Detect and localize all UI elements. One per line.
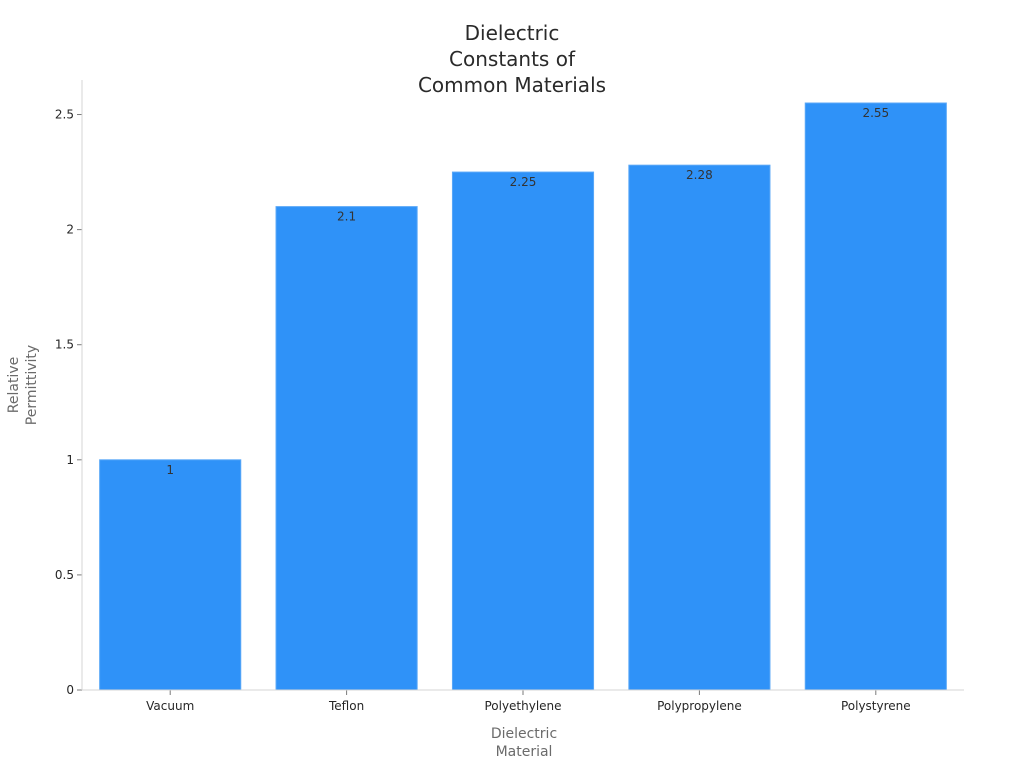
y-tick-label-0: 0: [66, 683, 74, 697]
value-label-vacuum: 1: [166, 463, 174, 477]
y-axis-label-line-2: Permittivity: [24, 345, 40, 425]
bar-teflon: [275, 206, 418, 691]
y-axis-label: Relative Permittivity: [6, 345, 40, 425]
bar-polystyrene: [804, 102, 947, 691]
bar-polyethylene: [451, 171, 595, 691]
x-tick-label-polystyrene: Polystyrene: [841, 699, 911, 713]
y-axis-ticks: 0 0.5 1 1.5 2 2.5: [55, 108, 82, 697]
value-labels: 1 2.1 2.25 2.28 2.55: [166, 106, 889, 477]
value-label-polypropylene: 2.28: [686, 168, 713, 182]
y-tick-label-4: 2: [66, 223, 74, 237]
y-tick-label-5: 2.5: [55, 108, 74, 122]
x-tick-label-polyethylene: Polyethylene: [484, 699, 561, 713]
chart-title-line-3: Common Materials: [418, 73, 606, 97]
y-tick-label-1: 0.5: [55, 568, 74, 582]
x-tick-label-vacuum: Vacuum: [146, 699, 194, 713]
chart-title-line-2: Constants of: [449, 47, 576, 71]
chart-title-line-1: Dielectric: [465, 21, 560, 45]
x-tick-label-teflon: Teflon: [328, 699, 364, 713]
bars-layer: [99, 102, 947, 691]
x-axis-ticks: Vacuum Teflon Polyethylene Polypropylene Pol…: [146, 690, 911, 713]
bar-polypropylene: [628, 164, 771, 691]
x-axis-label-line-2: Material: [496, 744, 553, 760]
value-label-polystyrene: 2.55: [862, 106, 889, 120]
x-axis-label-line-1: Dielectric: [491, 726, 557, 742]
x-tick-label-polypropylene: Polypropylene: [657, 699, 742, 713]
y-tick-label-2: 1: [66, 453, 74, 467]
value-label-teflon: 2.1: [337, 210, 356, 224]
value-label-polyethylene: 2.25: [510, 175, 537, 189]
y-axis-label-line-1: Relative: [6, 357, 22, 413]
bar-vacuum: [99, 459, 242, 691]
y-tick-label-3: 1.5: [55, 338, 74, 352]
